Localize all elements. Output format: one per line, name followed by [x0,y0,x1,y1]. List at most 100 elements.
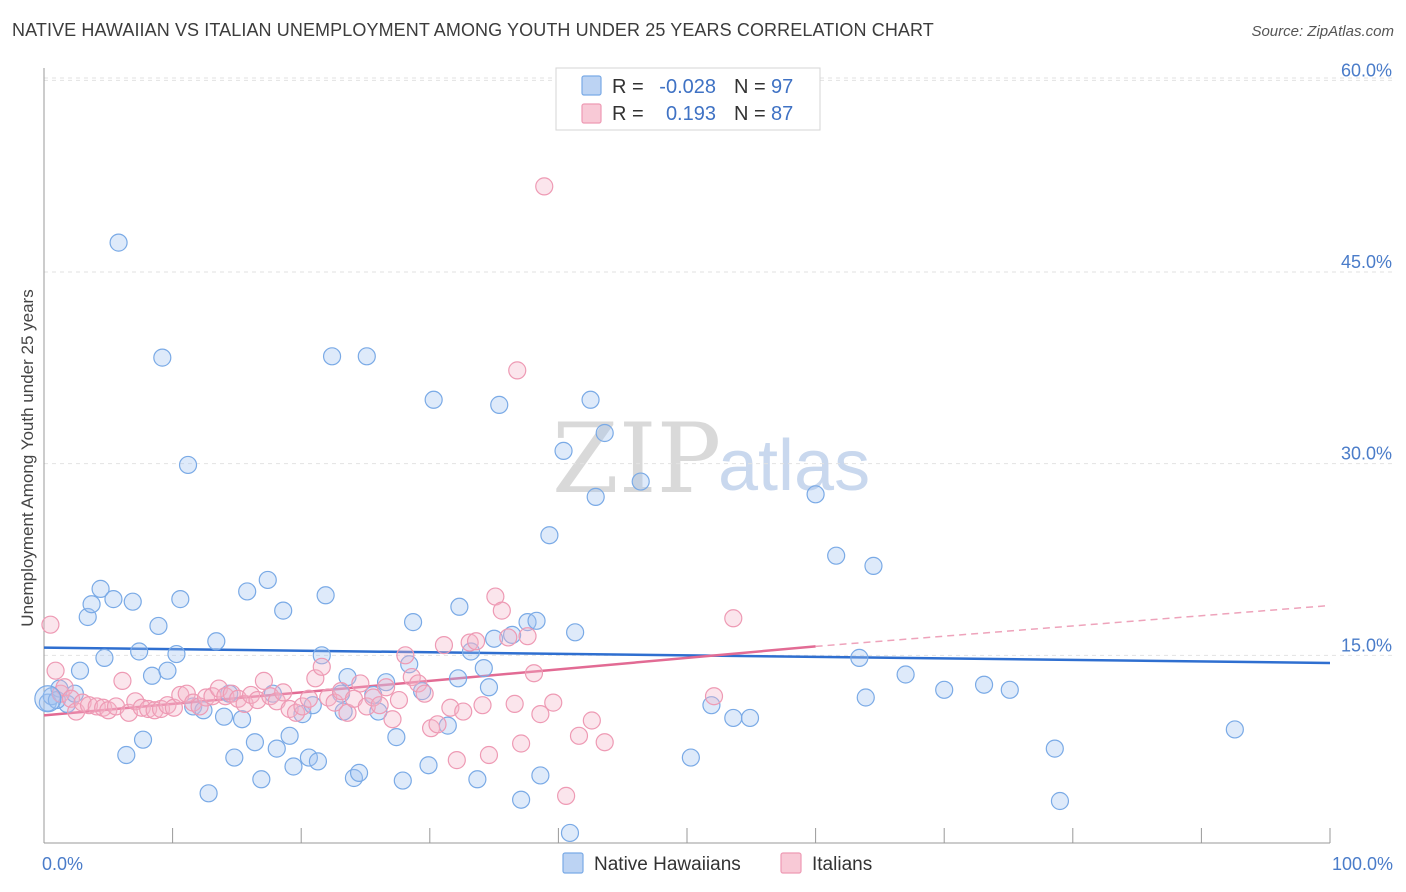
native-hawaiian-point [284,757,303,776]
source-credit: Source: ZipAtlas.com [1251,23,1394,40]
native-hawaiian-point [91,579,110,598]
native-hawaiian-point [566,623,585,642]
data-points [34,177,1244,843]
native-hawaiian-point [424,390,443,409]
italian-point [724,609,743,628]
italian-point [447,751,466,770]
italian-point [466,632,486,651]
native-hawaiian-point [724,708,743,728]
native-hawaiian-point [130,642,149,661]
axes: 15.0% 30.0% 45.0% 60.0% 0.0% 100.0% [42,60,1393,874]
italian-point [274,683,293,702]
native-hawaiian-point [349,763,369,782]
italian-point [434,636,454,655]
italian-point [312,657,331,676]
italian-trendline [43,645,816,717]
italian-point [505,694,524,713]
native-hawaiian-point [474,659,493,678]
native-hawaiian-point [468,770,487,789]
native-hawaiian-point [344,768,364,788]
native-hawaiian-trendline [43,646,1331,665]
native-hawaiian-point [450,597,469,616]
x-tick-label: 0.0% [42,854,83,874]
bottom-legend-swatch-italians [780,852,802,874]
native-hawaiian-point [376,673,396,692]
italian-point [415,684,434,703]
italian-point [41,615,60,634]
italian-point [306,669,325,688]
native-hawaiian-point [299,748,319,767]
italian-point [113,671,132,690]
native-hawaiian-point [479,678,499,697]
legend-r-label-2: R = [612,103,644,125]
native-hawaiian-point [387,728,406,747]
native-hawaiian-point [252,770,271,789]
native-hawaiian-point [490,395,509,414]
native-hawaiian-point [225,748,244,767]
italian-point [557,786,576,805]
italian-point [299,689,319,708]
italian-point [473,696,492,715]
native-hawaiian-point [531,766,550,785]
italian-point [409,674,428,693]
correlation-legend: R = -0.028 N = 97 R = 0.193 N = 87 [555,67,821,131]
legend-swatch-italians [581,103,602,124]
native-hawaiian-point [232,710,252,729]
y-axis-label: Unemployment Among Youth under 25 years [18,289,37,626]
native-hawaiian-point [153,348,172,367]
italian-point [46,661,65,680]
italian-point [492,601,511,620]
italian-point [582,711,601,730]
native-hawaiian-point [850,648,869,667]
italian-point [55,678,74,697]
italian-point [535,177,554,196]
native-hawaiian-point [512,790,531,809]
native-hawaiian-point [322,347,342,366]
italian-point [518,627,537,646]
watermark-atlas: atlas [718,426,870,506]
native-hawaiian-point [238,582,257,601]
native-hawaiian-point [117,745,136,765]
native-hawaiian-point [70,661,90,680]
bottom-legend-native-hawaiians: Native Hawaiians [594,854,741,875]
native-hawaiian-point [171,590,190,609]
italian-point [87,697,106,716]
italian-point [196,688,216,707]
native-hawaiian-point [158,661,177,680]
italian-point [389,690,409,710]
native-hawaiian-point [142,666,162,685]
native-hawaiian-point [403,613,423,632]
native-hawaiian-point [527,611,546,630]
italian-point [94,698,113,717]
native-hawaiian-point [207,632,226,651]
native-hawaiian-point [274,601,293,620]
trend-lines [43,604,1331,717]
italian-point [79,696,99,715]
italian-point [454,702,473,721]
native-hawaiian-point [123,592,142,611]
italian-point [544,693,563,712]
italian-point [595,733,614,752]
native-hawaiian-point [419,756,438,775]
native-hawaiian-point [896,665,915,684]
y-tick-label: 60.0% [1341,60,1392,80]
native-hawaiian-point [1045,739,1064,758]
legend-n-value-1: 97 [771,76,793,98]
italian-point [139,699,158,719]
italian-point [177,684,196,703]
native-hawaiian-point [560,823,580,843]
italian-point [704,687,724,706]
native-hawaiian-point [167,644,186,664]
native-hawaiian-point-large [34,685,62,713]
native-hawaiian-point [149,616,168,636]
italian-point [569,726,589,745]
italian-point [508,361,527,380]
native-hawaiian-point [308,752,328,771]
italian-point [383,710,402,729]
native-hawaiian-point [856,688,875,707]
native-hawaiian-point [1225,720,1244,739]
italian-point [396,646,415,665]
native-hawaiian-point [681,748,700,767]
native-hawaiian-point [806,485,825,504]
native-hawaiian-point [280,726,299,745]
